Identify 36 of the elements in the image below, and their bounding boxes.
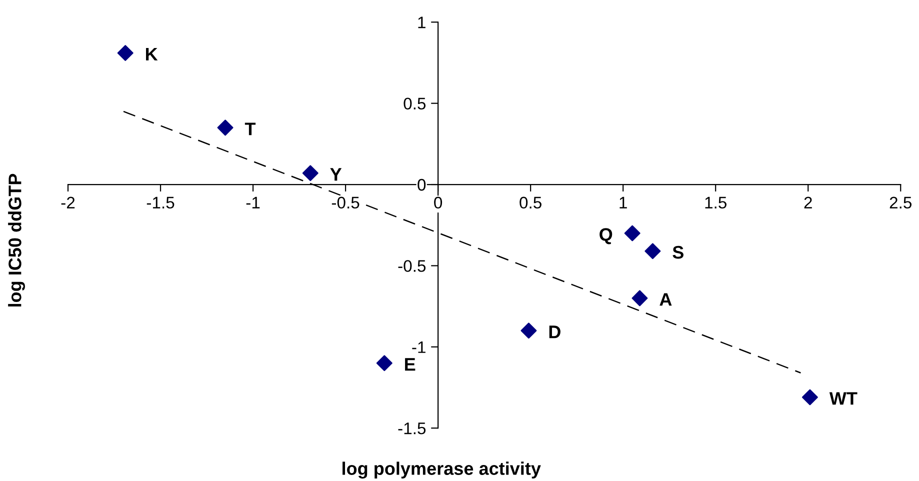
y-tick-label: -1 [412, 341, 426, 353]
annotation: WT [829, 392, 858, 405]
x-tick-label: -2 [61, 196, 75, 208]
annotation: T [244, 122, 256, 136]
x-tick-label: 2.5 [890, 196, 912, 209]
x-tick-label: -1.5 [146, 196, 174, 209]
point [302, 165, 318, 182]
annotation: E [405, 358, 416, 371]
annotation: D [549, 326, 560, 338]
x-tick-label: 2 [804, 196, 812, 208]
x-tick-label: 1.5 [705, 196, 726, 209]
x-tick-label: 0.5 [520, 196, 542, 209]
annotation: S [672, 246, 684, 259]
x-tick-label: -0.5 [332, 196, 360, 209]
y-axis-title: log IC50 ddGTP [8, 174, 25, 306]
annotation: Y [330, 168, 342, 181]
point [624, 225, 640, 242]
x-axis-title: log polymerase activity [342, 462, 541, 479]
point [217, 120, 234, 136]
y-tick-label: 0.5 [404, 98, 426, 110]
annotation: K [146, 48, 158, 60]
point [632, 290, 648, 306]
annotation: A [660, 293, 672, 306]
point [117, 45, 134, 61]
annotation: Q [600, 228, 612, 244]
x-tick-label: -1 [246, 196, 260, 208]
point [376, 355, 392, 372]
point [520, 322, 537, 339]
y-tick-label: -0.5 [398, 260, 426, 272]
x-tick-label: 1 [620, 196, 627, 208]
point [802, 389, 818, 406]
y-tick-label: -1.5 [398, 422, 426, 434]
y-tick-label: 1 [418, 16, 426, 28]
y-tick-label: 0 [418, 178, 426, 191]
point [644, 243, 661, 260]
x-tick-label: 0 [434, 196, 442, 209]
